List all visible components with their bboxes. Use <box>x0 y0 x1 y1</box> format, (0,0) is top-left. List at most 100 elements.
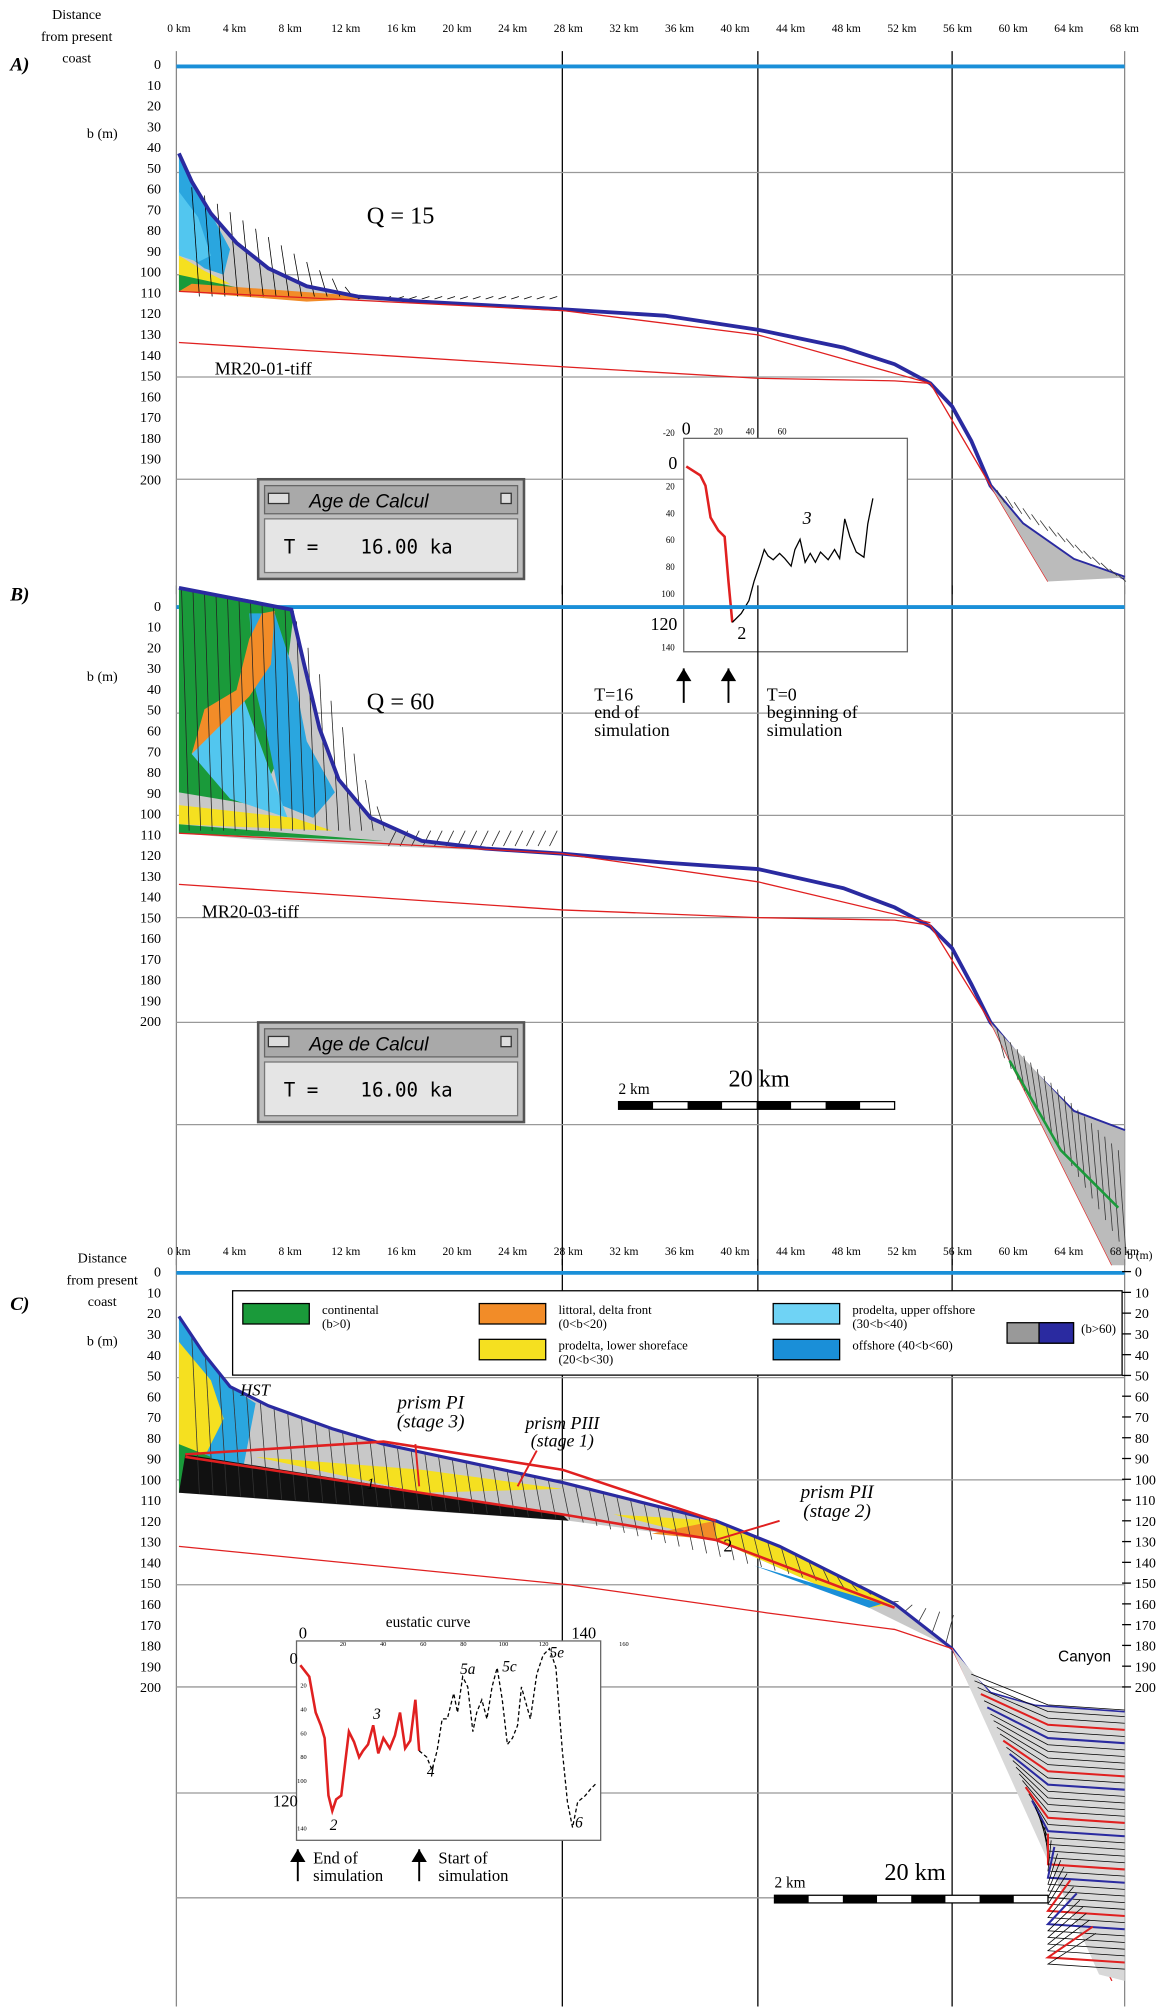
inset-x-label: 20 <box>714 427 723 437</box>
inset-y-label: 0 <box>668 453 677 473</box>
km-label: 24 km <box>498 1246 527 1258</box>
depth-label: 150 <box>1135 1576 1156 1592</box>
window-button <box>268 1036 288 1046</box>
legend-label: (0<b<20) <box>558 1317 606 1331</box>
km-label: 32 km <box>609 23 638 35</box>
depth-label: 90 <box>147 1452 161 1468</box>
axis-title: Distance <box>52 7 101 23</box>
profile-label: MR20-03-tiff <box>202 902 299 922</box>
stage-mark: 2 <box>723 1535 732 1555</box>
km-label: 56 km <box>943 23 972 35</box>
window-button <box>268 493 288 503</box>
scale-label: 2 km <box>774 1875 805 1892</box>
depth-label: 90 <box>147 786 161 802</box>
page: Distancefrom presentcoastA)0 km4 km8 km1… <box>0 0 1163 2009</box>
depth-label: 130 <box>140 327 161 343</box>
scale-segment <box>757 1102 792 1110</box>
depth-label: 70 <box>1135 1410 1149 1426</box>
hst-label: HST <box>239 1381 271 1400</box>
q-label: Q = 15 <box>367 203 435 230</box>
depth-label: 10 <box>1135 1285 1149 1301</box>
km-label: 60 km <box>999 23 1028 35</box>
inset-x-label: 0 <box>682 419 691 439</box>
depth-label: 120 <box>140 306 161 322</box>
depth-label: 30 <box>147 1327 161 1343</box>
inset-x-label: 120 <box>539 1641 549 1648</box>
profile-label: MR20-01-tiff <box>215 358 312 378</box>
layer-line <box>918 1608 926 1622</box>
window-title: Age de Calcul <box>308 491 429 512</box>
depth-label: 40 <box>147 1348 161 1364</box>
layer-line <box>422 296 430 299</box>
inset-y-label: 100 <box>297 1778 307 1785</box>
arrow-label: simulation <box>438 1866 509 1885</box>
depth-label: 60 <box>147 723 161 739</box>
inset-y-label: 40 <box>666 508 675 518</box>
km-label: 48 km <box>832 23 861 35</box>
depth-label: 40 <box>147 682 161 698</box>
depth-label: 170 <box>140 1618 161 1634</box>
inset-y-label: 120 <box>651 614 678 634</box>
depth-label: 50 <box>147 1369 161 1385</box>
km-label: 40 km <box>721 23 750 35</box>
inset-y-label: 100 <box>661 589 675 599</box>
depth-label: 0 <box>154 599 161 615</box>
inset-x-label: 0 <box>299 1623 307 1642</box>
arrow-label: simulation <box>767 720 843 740</box>
depth-label: 200 <box>1135 1680 1156 1696</box>
axis-title: from present <box>41 29 112 45</box>
depth-label: 120 <box>140 1514 161 1530</box>
legend-swatch <box>773 1339 839 1359</box>
axis-title: from present <box>67 1272 138 1288</box>
depth-label: 130 <box>140 869 161 885</box>
scale-segment <box>826 1102 861 1110</box>
window-title: Age de Calcul <box>308 1035 429 1056</box>
inset <box>684 438 908 651</box>
layer-line <box>1092 557 1100 565</box>
inset-y-label: 120 <box>273 1792 298 1811</box>
km-label: 68 km <box>1110 23 1139 35</box>
legend-label: (b>0) <box>322 1317 350 1331</box>
legend-label: prodelta, upper offshore <box>852 1303 975 1317</box>
inset-y-label: 20 <box>666 481 675 491</box>
scale-segment <box>911 1895 945 1903</box>
scale-segment <box>619 1102 654 1110</box>
km-label: 32 km <box>609 1246 638 1258</box>
depth-label: 10 <box>147 78 161 94</box>
depth-label: 140 <box>140 348 161 364</box>
km-label: 8 km <box>279 1246 302 1258</box>
depth-label: 170 <box>1135 1618 1156 1634</box>
layer-line <box>504 831 512 846</box>
depth-label: 180 <box>1135 1639 1156 1655</box>
layer-line <box>409 296 417 299</box>
layer-line <box>1084 551 1092 559</box>
km-label: 52 km <box>887 23 916 35</box>
depth-label: 0 <box>1135 1265 1142 1281</box>
inset-x-label: 20 <box>340 1641 346 1648</box>
arrow-label: simulation <box>313 1866 384 1885</box>
scale-segment <box>843 1895 877 1903</box>
depth-label: 50 <box>147 703 161 719</box>
inset-x-label: 140 <box>571 1623 596 1642</box>
depth-title: b (m) <box>87 669 118 685</box>
depth-label: 60 <box>147 182 161 198</box>
arrow-label: simulation <box>594 720 670 740</box>
window-value: 16.00 ka <box>360 1079 452 1102</box>
layer-line <box>550 831 558 846</box>
km-label: 0 km <box>167 23 190 35</box>
km-label: 36 km <box>665 1246 694 1258</box>
inset-point: 2 <box>737 623 746 643</box>
legend-label: (20<b<30) <box>558 1353 613 1367</box>
legend-label: (b>60) <box>1081 1322 1116 1336</box>
layer-line <box>527 831 535 846</box>
depth-label: 170 <box>140 952 161 968</box>
layer-line <box>435 296 443 299</box>
depth-label: 20 <box>147 1306 161 1322</box>
figure: Distancefrom presentcoastA)0 km4 km8 km1… <box>0 0 1163 2009</box>
km-label: 16 km <box>387 23 416 35</box>
inset-x-label: 80 <box>460 1641 466 1648</box>
depth-label: 200 <box>140 1680 161 1696</box>
layer-line <box>550 296 558 299</box>
slope-deposit <box>990 486 1124 582</box>
legend-swatch <box>479 1339 545 1359</box>
